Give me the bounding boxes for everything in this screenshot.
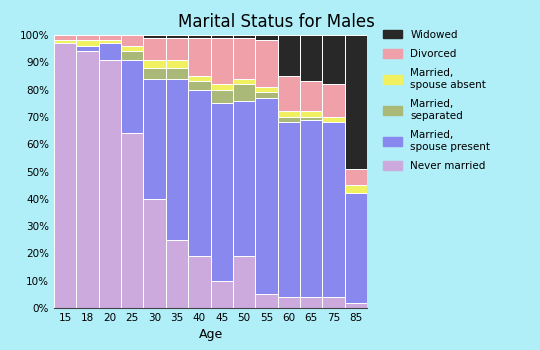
Bar [166,35,188,38]
Bar [144,38,166,60]
Bar [233,38,255,79]
Bar [300,35,322,82]
Bar [99,60,121,308]
Bar [76,35,99,41]
Bar [166,79,188,240]
Bar [121,46,144,51]
Bar [322,297,345,308]
Bar [144,35,166,38]
Bar [121,51,144,60]
Bar [76,51,99,308]
Bar [166,60,188,68]
X-axis label: Age: Age [199,328,222,341]
Bar [278,111,300,117]
Bar [144,199,166,308]
Bar [188,76,211,82]
Bar [322,84,345,117]
Bar [255,92,278,98]
Bar [278,122,300,297]
Bar [300,111,322,117]
Bar [322,122,345,297]
Bar [345,302,367,308]
Bar [188,38,211,76]
Bar [76,46,99,51]
Bar [211,103,233,281]
Bar [211,90,233,103]
Bar [211,281,233,308]
Bar [144,68,166,79]
Bar [278,35,300,76]
Bar [144,79,166,199]
Bar [144,60,166,68]
Bar [345,185,367,193]
Title: Marital Status for Males: Marital Status for Males [178,13,375,31]
Bar [255,35,278,41]
Legend: Widowed, Divorced, Married,
spouse absent, Married,
separated, Married,
spouse p: Widowed, Divorced, Married, spouse absen… [383,30,490,172]
Bar [233,79,255,84]
Bar [300,120,322,297]
Bar [255,294,278,308]
Bar [211,35,233,38]
Bar [345,169,367,185]
Bar [76,41,99,46]
Bar [278,76,300,111]
Bar [188,35,211,38]
Bar [233,256,255,308]
Bar [278,297,300,308]
Bar [233,100,255,256]
Bar [99,35,121,41]
Bar [99,43,121,60]
Bar [99,41,121,43]
Bar [54,35,76,41]
Bar [322,117,345,122]
Bar [300,82,322,111]
Bar [278,117,300,122]
Bar [345,193,367,302]
Bar [211,84,233,90]
Bar [121,35,144,46]
Bar [121,133,144,308]
Bar [345,35,367,169]
Bar [211,38,233,84]
Bar [188,256,211,308]
Bar [255,98,278,294]
Bar [233,35,255,38]
Bar [188,82,211,90]
Bar [188,90,211,256]
Bar [300,117,322,120]
Bar [322,35,345,84]
Bar [121,60,144,133]
Bar [54,43,76,308]
Bar [166,240,188,308]
Bar [300,297,322,308]
Bar [233,84,255,100]
Bar [166,68,188,79]
Bar [166,38,188,60]
Bar [255,41,278,87]
Bar [255,87,278,92]
Bar [54,41,76,43]
